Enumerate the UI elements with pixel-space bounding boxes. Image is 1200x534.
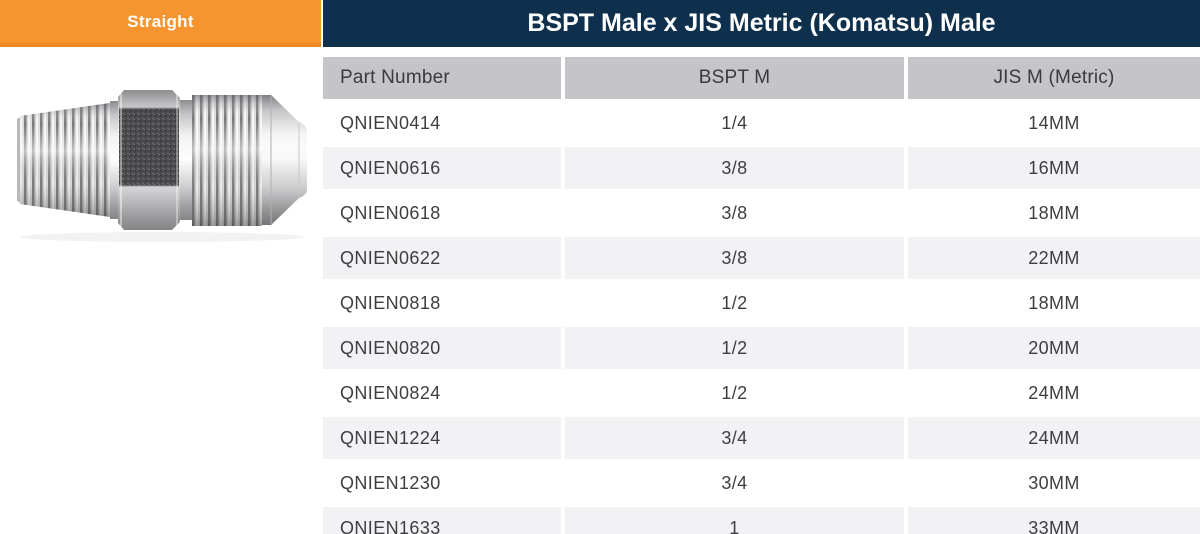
table-row: QNIEN0414 1/4 14MM [323,102,1200,147]
bspt-cell: 1 [565,507,908,534]
jis-cell: 30MM [908,462,1200,507]
jis-cell: 22MM [908,237,1200,282]
jis-cell: 18MM [908,192,1200,237]
table-row: QNIEN0820 1/2 20MM [323,327,1200,372]
spec-table-panel: BSPT Male x JIS Metric (Komatsu) Male Pa… [323,0,1200,534]
bspt-cell: 1/2 [565,372,908,417]
table-row: QNIEN0818 1/2 18MM [323,282,1200,327]
collar-right [180,100,192,220]
category-banner-label: Straight [127,11,194,31]
bspt-cell: 1/4 [565,102,908,147]
product-panel: Straight [0,0,322,534]
part-number-cell: QNIEN0414 [323,102,565,147]
col-header-jis-m: JIS M (Metric) [908,57,1200,102]
jis-cell: 20MM [908,327,1200,372]
nose-cone [262,95,307,225]
part-number-cell: QNIEN1230 [323,462,565,507]
part-number-cell: QNIEN1224 [323,417,565,462]
category-banner: Straight [0,0,321,47]
jis-cell: 16MM [908,147,1200,192]
table-row: QNIEN0622 3/8 22MM [323,237,1200,282]
bspt-cell: 3/4 [565,417,908,462]
jis-cell: 33MM [908,507,1200,534]
col-header-part-number: Part Number [323,57,565,102]
jis-cell: 24MM [908,372,1200,417]
table-row: QNIEN0824 1/2 24MM [323,372,1200,417]
table-title-bar: BSPT Male x JIS Metric (Komatsu) Male [323,0,1200,47]
table-header-row: Part Number BSPT M JIS M (Metric) [323,57,1200,102]
parts-table: Part Number BSPT M JIS M (Metric) QNIEN0… [323,57,1200,534]
table-row: QNIEN0618 3/8 18MM [323,192,1200,237]
bspt-cell: 3/8 [565,237,908,282]
photo-shadow [20,232,304,242]
fitting-photo-image [17,90,307,242]
part-number-cell: QNIEN0824 [323,372,565,417]
bspt-cell: 3/8 [565,192,908,237]
part-number-cell: QNIEN0820 [323,327,565,372]
bspt-cell: 3/4 [565,462,908,507]
part-number-cell: QNIEN0618 [323,192,565,237]
jis-cell: 18MM [908,282,1200,327]
product-photo [12,82,308,246]
part-number-cell: QNIEN0622 [323,237,565,282]
table-row: QNIEN1224 3/4 24MM [323,417,1200,462]
bspt-cell: 3/8 [565,147,908,192]
col-header-bspt-m: BSPT M [565,57,908,102]
jis-thread-section [192,95,262,226]
table-row: QNIEN0616 3/8 16MM [323,147,1200,192]
hex-nut-section [118,90,180,230]
bspt-cell: 1/2 [565,327,908,372]
table-row: QNIEN1633 1 33MM [323,507,1200,534]
part-number-cell: QNIEN1633 [323,507,565,534]
part-number-cell: QNIEN0818 [323,282,565,327]
table-row: QNIEN1230 3/4 30MM [323,462,1200,507]
jis-cell: 24MM [908,417,1200,462]
table-title: BSPT Male x JIS Metric (Komatsu) Male [527,9,996,37]
part-number-cell: QNIEN0616 [323,147,565,192]
bspt-cell: 1/2 [565,282,908,327]
bspt-thread-section [17,103,110,217]
jis-cell: 14MM [908,102,1200,147]
